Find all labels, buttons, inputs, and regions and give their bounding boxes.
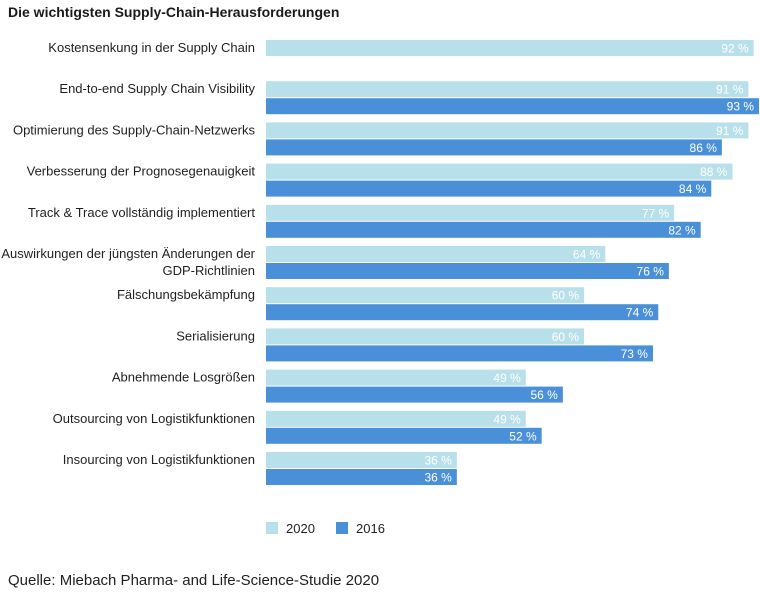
bar-2016	[266, 139, 722, 156]
legend-label-2020: 2020	[286, 521, 315, 536]
bar-chart: Kostensenkung in der Supply Chain 92 % End…	[1, 40, 759, 536]
bar-2020	[266, 204, 675, 221]
bar-2020	[266, 40, 754, 56]
category-label: Auswirkungen der jüngsten Änderungen der…	[1, 246, 255, 278]
bar-value-label: 36 %	[424, 471, 452, 485]
bar-value-label: 82 %	[668, 223, 696, 237]
legend-label-2016: 2016	[356, 521, 385, 536]
category-label: Outsourcing von Logistikfunktionen	[53, 411, 255, 426]
bar-2016	[266, 221, 701, 238]
bar-2020	[266, 81, 749, 98]
bar-2020	[266, 122, 749, 139]
category-label: Verbesserung der Prognosegenauigkeit	[27, 164, 256, 179]
bar-value-label: 64 %	[573, 248, 601, 262]
source-note: Quelle: Miebach Pharma- and Life-Science…	[8, 572, 380, 589]
bar-value-label: 36 %	[424, 454, 452, 468]
bar-value-label: 60 %	[552, 289, 580, 303]
category-label: Kostensenkung in der Supply Chain	[48, 40, 255, 55]
legend-swatch-2020	[266, 522, 278, 534]
bar-2016	[266, 98, 759, 115]
bar-value-label: 84 %	[679, 182, 707, 196]
bar-2020	[266, 163, 733, 180]
bar-value-label: 86 %	[690, 141, 718, 155]
category-label: Track & Trace vollständig implementiert	[28, 205, 255, 220]
bar-2016	[266, 469, 457, 485]
bar-2020	[266, 328, 585, 345]
bar-value-label: 56 %	[531, 388, 559, 402]
bar-value-label: 91 %	[716, 83, 744, 97]
legend-swatch-2016	[336, 522, 348, 534]
chart-title: Die wichtigsten Supply-Chain-Herausforde…	[8, 4, 340, 20]
bar-value-label: 91 %	[716, 124, 744, 138]
bar-value-label: 60 %	[552, 330, 580, 344]
bar-2020	[266, 369, 526, 386]
category-label: Abnehmende Losgrößen	[112, 370, 255, 385]
bar-2016	[266, 427, 542, 444]
bar-2020	[266, 410, 526, 427]
category-label: Serialisierung	[176, 328, 255, 343]
category-label: Fälschungsbekämpfung	[117, 287, 255, 302]
category-label: End-to-end Supply Chain Visibility	[59, 81, 255, 96]
bar-2020	[266, 287, 585, 304]
bar-2016	[266, 386, 563, 403]
bar-value-label: 76 %	[637, 265, 665, 279]
bar-2016	[266, 304, 659, 321]
bar-value-label: 88 %	[700, 165, 728, 179]
bar-2020	[266, 246, 606, 262]
bar-2020	[266, 452, 457, 468]
bar-value-label: 52 %	[509, 429, 537, 443]
bar-value-label: 73 %	[621, 347, 649, 361]
bar-value-label: 77 %	[642, 206, 670, 220]
bar-value-label: 49 %	[493, 371, 521, 385]
bar-value-label: 74 %	[626, 306, 654, 320]
category-label: Insourcing von Logistikfunktionen	[63, 452, 255, 467]
category-label: Optimierung des Supply-Chain-Netzwerks	[13, 122, 256, 137]
bar-value-label: 49 %	[493, 412, 521, 426]
bar-2016	[266, 345, 653, 362]
bar-2016	[266, 263, 669, 279]
bar-2016	[266, 180, 712, 197]
bar-value-label: 92 %	[721, 42, 749, 56]
bar-value-label: 93 %	[727, 100, 755, 114]
